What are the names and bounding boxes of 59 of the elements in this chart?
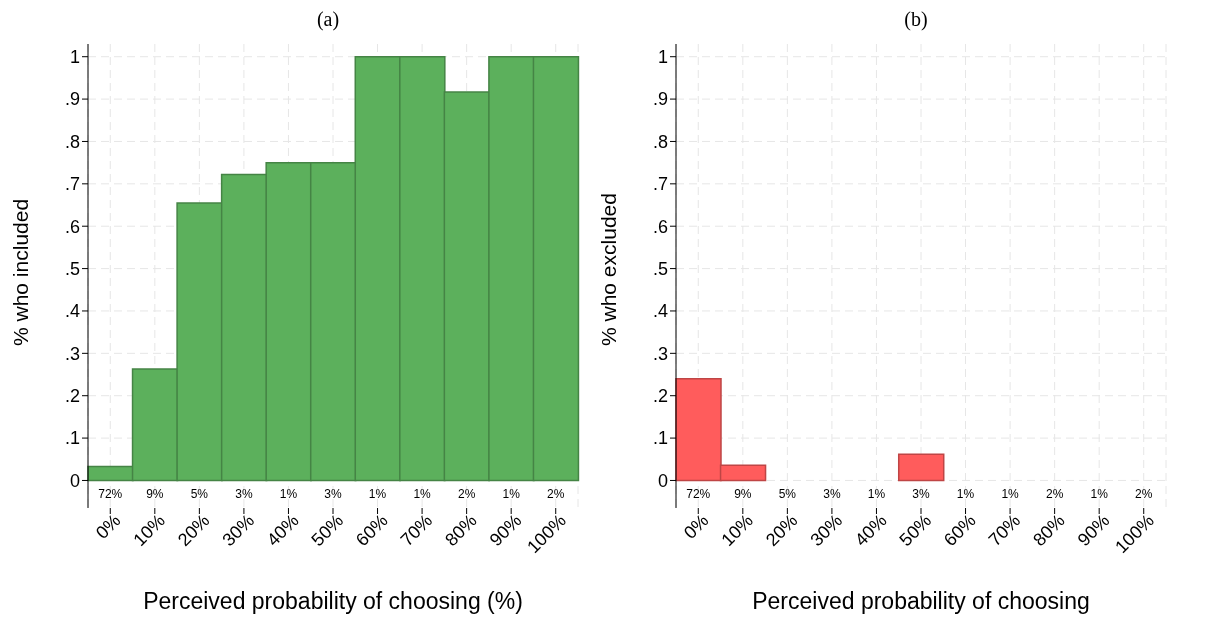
annotation: 1% bbox=[867, 487, 886, 502]
y-tick-label: .6 bbox=[652, 216, 668, 237]
y-tick-label: .1 bbox=[64, 428, 80, 449]
x-tick-label: 60% bbox=[352, 510, 392, 550]
y-tick-label: .3 bbox=[652, 343, 668, 364]
annotation: 3% bbox=[235, 487, 253, 502]
annotation: 1% bbox=[502, 487, 521, 502]
y-tick-label: .5 bbox=[652, 258, 668, 279]
annotation: 9% bbox=[146, 487, 164, 502]
x-axis-title: Perceived probability of choosing bbox=[751, 588, 1091, 615]
y-tick-label: .1 bbox=[652, 428, 668, 449]
y-tick-label: .8 bbox=[652, 131, 668, 152]
chart-title: (b) bbox=[903, 8, 929, 32]
y-tick-label: .4 bbox=[652, 301, 668, 322]
x-tick-label: 40% bbox=[262, 510, 303, 550]
y-tick-label: .6 bbox=[64, 216, 80, 237]
annotation: 72% bbox=[686, 487, 711, 502]
y-tick-label: 0 bbox=[657, 470, 668, 491]
annotation: 5% bbox=[190, 487, 209, 502]
annotation: 5% bbox=[778, 487, 797, 502]
y-tick-label: 0 bbox=[69, 470, 80, 491]
y-tick-label: .7 bbox=[652, 174, 668, 195]
x-tick-label: 0% bbox=[679, 510, 713, 543]
bar bbox=[897, 453, 945, 482]
annotation: 3% bbox=[324, 487, 342, 502]
y-tick-label: .2 bbox=[652, 386, 668, 407]
x-tick-label: 70% bbox=[396, 510, 437, 550]
x-tick-label: 0% bbox=[91, 510, 125, 543]
x-tick-label: 40% bbox=[850, 510, 891, 550]
y-tick-label: .8 bbox=[64, 131, 80, 152]
annotation: 3% bbox=[912, 487, 930, 502]
x-axis-title: Perceived probability of choosing (%) bbox=[142, 588, 524, 615]
y-tick-label: 1 bbox=[657, 47, 668, 68]
annotation: 72% bbox=[98, 487, 123, 502]
annotation: 1% bbox=[413, 487, 432, 502]
y-axis-title: % who included bbox=[9, 198, 33, 346]
y-tick-label: .2 bbox=[64, 386, 80, 407]
annotation: 1% bbox=[368, 487, 387, 502]
annotation: 1% bbox=[1001, 487, 1020, 502]
chart-title: (a) bbox=[315, 8, 341, 33]
annotation: 1% bbox=[1090, 487, 1109, 502]
y-tick-label: 1 bbox=[69, 47, 80, 68]
annotation: 1% bbox=[956, 487, 975, 502]
annotation: 2% bbox=[1045, 487, 1064, 502]
x-tick-label: 70% bbox=[984, 510, 1025, 550]
annotation: 2% bbox=[547, 487, 565, 502]
y-axis-title: % who excluded bbox=[597, 193, 621, 346]
y-tick-label: .4 bbox=[64, 301, 80, 322]
x-tick-label: 60% bbox=[940, 510, 980, 550]
y-tick-label: .5 bbox=[64, 258, 80, 279]
y-tick-label: .7 bbox=[64, 174, 80, 195]
annotation: 1% bbox=[279, 487, 298, 502]
annotation: 2% bbox=[457, 487, 476, 502]
annotation: 2% bbox=[1135, 487, 1153, 502]
annotation: 3% bbox=[823, 487, 841, 502]
y-tick-label: .9 bbox=[652, 89, 668, 110]
y-tick-label: .9 bbox=[64, 89, 80, 110]
y-tick-label: .3 bbox=[64, 343, 80, 364]
annotation: 9% bbox=[734, 487, 752, 502]
